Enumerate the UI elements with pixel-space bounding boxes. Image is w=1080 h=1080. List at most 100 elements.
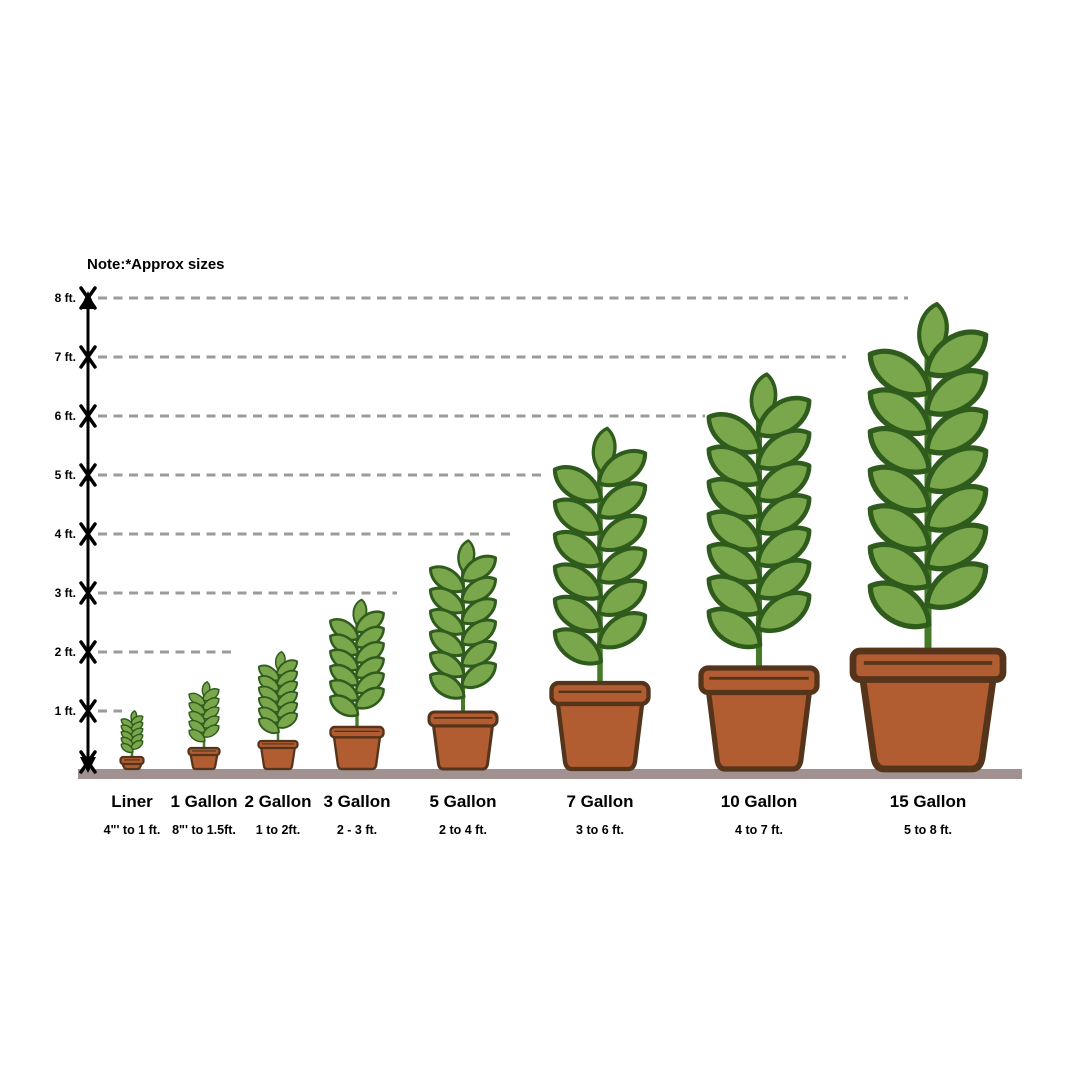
category-label-15-gallon: 15 Gallon [890, 792, 967, 811]
pot-body [259, 745, 297, 771]
category-label-liner: Liner [111, 792, 153, 811]
pot-body [332, 735, 382, 771]
plant-liner [119, 710, 145, 771]
pot-body [555, 700, 645, 772]
leaf-icon [552, 465, 604, 504]
category-label-2-gallon: 2 Gallon [244, 792, 311, 811]
leaf-icon [924, 561, 989, 610]
leaf-icon [552, 497, 604, 536]
pot [257, 739, 299, 771]
foliage [706, 372, 812, 650]
pot [427, 710, 499, 771]
foliage [188, 681, 220, 743]
tick-cross-icon-6ft [79, 404, 97, 428]
size-range-label-5-gallon: 2 to 4 ft. [439, 823, 487, 837]
pot-body [431, 723, 495, 771]
pot-rim [849, 647, 1007, 683]
leaf-icon [460, 661, 498, 689]
leaf-icon [552, 594, 604, 634]
size-range-label-1-gallon: 8"' to 1.5ft. [172, 823, 236, 837]
plant-5-gallon [427, 539, 499, 771]
tick-cross-icon-bottom [79, 750, 97, 774]
foliage [867, 302, 989, 630]
plant-1-gallon [187, 681, 221, 771]
tick-cross-icon-3ft [79, 581, 97, 605]
leaf-icon [596, 546, 648, 585]
leaf-icon [552, 562, 604, 601]
y-tick-label-4ft: 4 ft. [55, 527, 76, 541]
leaf-icon [329, 694, 360, 718]
plant-7-gallon [549, 426, 651, 772]
tick-cross-icon-8ft [79, 286, 97, 310]
size-range-label-15-gallon: 5 to 8 ft. [904, 823, 952, 837]
leaf-icon [130, 739, 144, 750]
pot [187, 746, 221, 771]
tick-cross-icon-4ft [79, 522, 97, 546]
foliage [552, 426, 648, 666]
y-tick-label-2ft: 2 ft. [55, 645, 76, 659]
pot [698, 665, 820, 772]
category-label-1-gallon: 1 Gallon [170, 792, 237, 811]
leaf-icon [120, 742, 134, 754]
size-range-label-10-gallon: 4 to 7 ft. [735, 823, 783, 837]
leaf-icon [867, 580, 932, 630]
y-tick-label-6ft: 6 ft. [55, 409, 76, 423]
category-label-5-gallon: 5 Gallon [429, 792, 496, 811]
leaf-icon [596, 611, 648, 650]
foliage [120, 710, 144, 754]
plant-10-gallon [698, 372, 820, 772]
category-label-7-gallon: 7 Gallon [566, 792, 633, 811]
tick-cross-icon-2ft [79, 640, 97, 664]
leaf-icon [596, 513, 648, 553]
leaf-icon [552, 627, 604, 666]
pot-body [189, 752, 219, 771]
foliage [329, 598, 385, 718]
y-tick-label-8ft: 8 ft. [55, 291, 76, 305]
plant-3-gallon [329, 598, 385, 771]
ground-line [78, 769, 1022, 779]
pot-rim [329, 725, 385, 739]
foliage [428, 539, 498, 700]
leaf-icon [706, 606, 763, 650]
leaf-icon [596, 448, 648, 488]
tick-cross-icon-5ft [79, 463, 97, 487]
y-tick-label-1ft: 1 ft. [55, 704, 76, 718]
size-range-label-2-gallon: 1 to 2ft. [256, 823, 300, 837]
size-range-label-liner: 4"' to 1 ft. [104, 823, 161, 837]
tick-cross-icon-7ft [79, 345, 97, 369]
leaf-icon [596, 481, 648, 520]
tick-cross-icon-1ft [79, 699, 97, 723]
approx-sizes-note: Note:*Approx sizes [87, 256, 225, 273]
size-range-label-3-gallon: 2 - 3 ft. [337, 823, 377, 837]
leaf-icon [428, 671, 466, 700]
pot-rim [549, 680, 651, 707]
pot-rim [698, 665, 820, 696]
y-tick-label-3ft: 3 ft. [55, 586, 76, 600]
plant-2-gallon [257, 650, 299, 771]
category-label-3-gallon: 3 Gallon [323, 792, 390, 811]
y-axis: 1 ft. 2 ft. 3 ft. 4 ft. 5 ft. 6 ft. 7 ft. 8 ft. [55, 286, 97, 774]
leaf-icon [276, 712, 299, 729]
leaf-icon [596, 578, 648, 617]
pot [329, 725, 385, 771]
y-tick-label-5ft: 5 ft. [55, 468, 76, 482]
pot-body [859, 675, 997, 773]
leaf-icon [354, 686, 385, 710]
leaf-icon [552, 530, 604, 569]
leaf-icon [755, 590, 812, 634]
pot [549, 680, 651, 772]
size-range-label-7-gallon: 3 to 6 ft. [576, 823, 624, 837]
category-label-10-gallon: 10 Gallon [721, 792, 798, 811]
pot [849, 647, 1007, 773]
leaf-icon [188, 729, 206, 743]
pot-body [705, 688, 813, 772]
leaf-icon [257, 717, 280, 734]
foliage [257, 650, 299, 734]
pot [119, 755, 145, 771]
pot-rim [427, 710, 499, 728]
y-tick-label-7ft: 7 ft. [55, 350, 76, 364]
leaf-icon [202, 724, 220, 738]
plant-15-gallon [849, 302, 1007, 773]
